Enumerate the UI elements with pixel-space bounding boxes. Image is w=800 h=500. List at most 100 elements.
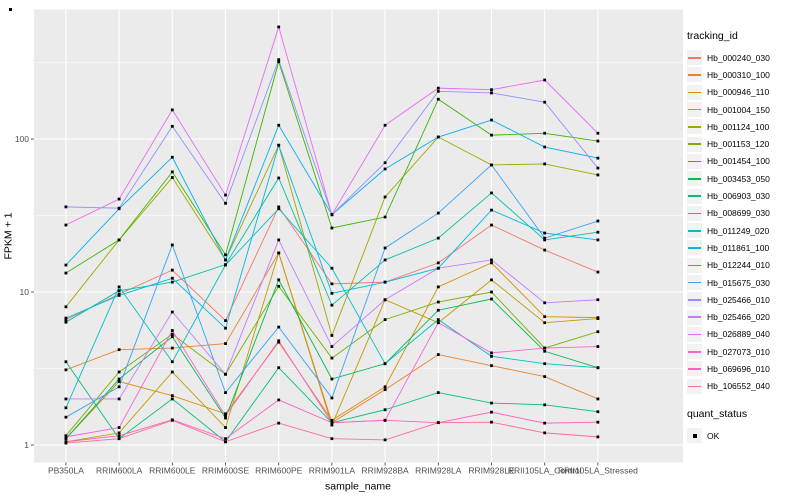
data-point xyxy=(383,418,387,422)
data-point xyxy=(64,263,68,267)
data-point xyxy=(224,319,227,323)
data-point xyxy=(543,315,547,319)
legend-key-swatch xyxy=(687,309,702,325)
data-point xyxy=(436,135,440,139)
data-point xyxy=(277,398,281,402)
data-point xyxy=(436,86,440,90)
data-point xyxy=(330,226,334,230)
data-point xyxy=(117,370,121,374)
legend-key-swatch xyxy=(687,361,702,377)
series-color-line-icon xyxy=(688,126,701,128)
legend-item: Hb_011249_020 xyxy=(687,222,799,239)
data-point xyxy=(383,246,387,250)
series-color-line-icon xyxy=(688,229,701,232)
data-point xyxy=(224,414,227,418)
data-point xyxy=(596,366,600,370)
data-point xyxy=(224,412,227,416)
data-point xyxy=(490,133,493,137)
data-point xyxy=(490,420,493,424)
legend-key-swatch xyxy=(687,153,702,169)
data-point xyxy=(170,329,174,332)
series-color-line-icon xyxy=(688,195,701,197)
data-point xyxy=(224,372,227,376)
data-point xyxy=(224,263,227,267)
data-point xyxy=(170,268,174,272)
data-point xyxy=(596,230,600,234)
data-point xyxy=(436,211,440,215)
data-point xyxy=(224,201,227,205)
data-point xyxy=(383,215,387,219)
data-point xyxy=(490,351,493,355)
data-point xyxy=(330,213,334,217)
legend-key-swatch xyxy=(687,344,702,360)
data-point xyxy=(64,223,68,227)
data-point xyxy=(543,362,547,366)
data-point xyxy=(383,280,387,284)
legend-label: Hb_027073_010 xyxy=(707,346,770,357)
y-tick-label: 10 xyxy=(20,287,30,297)
data-point xyxy=(64,368,68,372)
data-point xyxy=(330,396,334,400)
data-point xyxy=(64,437,68,441)
data-point xyxy=(170,170,174,174)
plot-panel xyxy=(34,9,683,463)
legend-item: Hb_006903_030 xyxy=(687,187,799,204)
data-point xyxy=(596,139,600,143)
legend-items: Hb_000240_030 Hb_000310_100 Hb_000946_110 H… xyxy=(687,49,799,395)
y-tick-label: 1 xyxy=(24,440,29,450)
x-tick-label: RRIM600PE xyxy=(255,466,303,476)
series-color-line-icon xyxy=(688,160,701,163)
line-chart: sample_name FPKM + 1 1 10 100 PB350LA RRIM60… xyxy=(3,8,683,493)
data-point xyxy=(490,410,493,414)
data-point xyxy=(383,408,387,412)
data-point xyxy=(170,335,174,339)
series-color-line-icon xyxy=(688,333,701,336)
data-point xyxy=(277,278,281,282)
data-point xyxy=(117,385,121,389)
data-point xyxy=(436,300,440,304)
legend-label: Hb_106552_040 xyxy=(707,381,770,392)
legend-label: Hb_012244_010 xyxy=(707,260,770,271)
data-point xyxy=(383,258,387,262)
legend-item: Hb_026889_040 xyxy=(687,326,799,343)
data-point xyxy=(490,278,493,282)
legend-item: Hb_001454_100 xyxy=(687,153,799,170)
data-point xyxy=(224,193,227,197)
data-point xyxy=(383,161,387,165)
data-point xyxy=(543,346,547,350)
series-color-line-icon xyxy=(688,316,701,318)
x-tick-label: RRIM600SE xyxy=(202,466,250,476)
data-point xyxy=(277,60,281,64)
data-point xyxy=(596,345,600,348)
data-point xyxy=(490,290,493,294)
legend-label: Hb_025466_020 xyxy=(707,312,770,323)
quant-status-label: OK xyxy=(707,430,720,441)
artifact-dot xyxy=(9,8,12,11)
data-point xyxy=(596,435,600,439)
legend-key-swatch xyxy=(687,223,702,239)
legend-label: Hb_026889_040 xyxy=(707,329,770,340)
data-point xyxy=(117,431,121,435)
data-point xyxy=(543,349,547,353)
legend-item: Hb_000310_100 xyxy=(687,66,799,83)
data-point xyxy=(543,238,547,242)
data-point xyxy=(490,208,493,212)
series-color-line-icon xyxy=(688,264,701,267)
legend-key-swatch xyxy=(687,205,702,221)
data-point xyxy=(330,345,334,348)
data-point xyxy=(277,238,281,242)
series-color-line-icon xyxy=(688,108,701,111)
legend-label: Hb_003453_050 xyxy=(707,173,770,184)
legend-label: Hb_000240_030 xyxy=(707,52,770,63)
x-tick-label: RRIM600LA xyxy=(96,466,143,476)
data-point xyxy=(224,326,227,330)
data-point xyxy=(383,123,387,127)
data-point xyxy=(490,364,493,368)
legend-key-swatch xyxy=(687,102,702,118)
data-point xyxy=(170,276,174,280)
data-point xyxy=(64,271,68,275)
data-point xyxy=(330,334,334,337)
data-point xyxy=(277,176,281,180)
data-point xyxy=(490,118,493,122)
